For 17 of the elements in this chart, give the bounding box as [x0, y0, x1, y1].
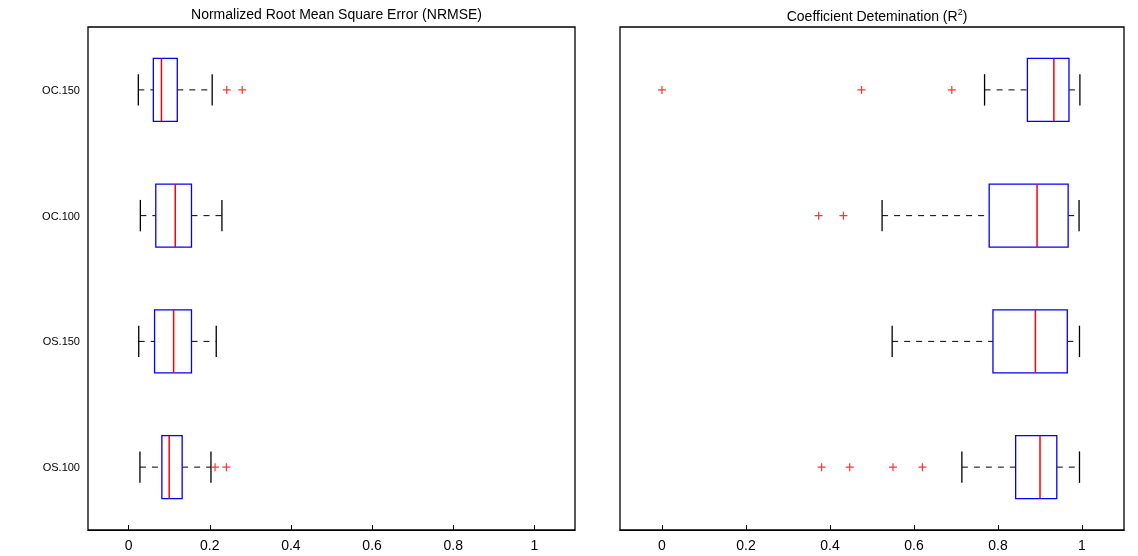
y-tick-label: OS.100	[42, 461, 80, 474]
x-tick-label: 0.6	[904, 537, 924, 553]
y-tick-label: OC.100	[42, 209, 80, 222]
x-tick-label: 0.4	[820, 537, 840, 553]
x-tick-label: 1	[1078, 537, 1087, 553]
x-tick-label: 0.8	[988, 537, 1008, 553]
x-tick-label: 0.6	[362, 537, 383, 553]
y-tick-label: OC.150	[42, 83, 80, 96]
x-tick-label: 0.8	[443, 537, 464, 553]
x-tick-label: 0.2	[736, 537, 756, 553]
x-tick-label: 0	[124, 537, 133, 553]
y-tick-label: OS.150	[42, 335, 80, 348]
x-tick-label: 0.2	[200, 537, 220, 553]
x-tick-label: 0	[658, 537, 667, 553]
x-tick-label: 0.4	[281, 537, 301, 553]
chart-title: Normalized Root Mean Square Error (NRMSE)	[191, 6, 482, 22]
x-tick-label: 1	[530, 537, 539, 553]
